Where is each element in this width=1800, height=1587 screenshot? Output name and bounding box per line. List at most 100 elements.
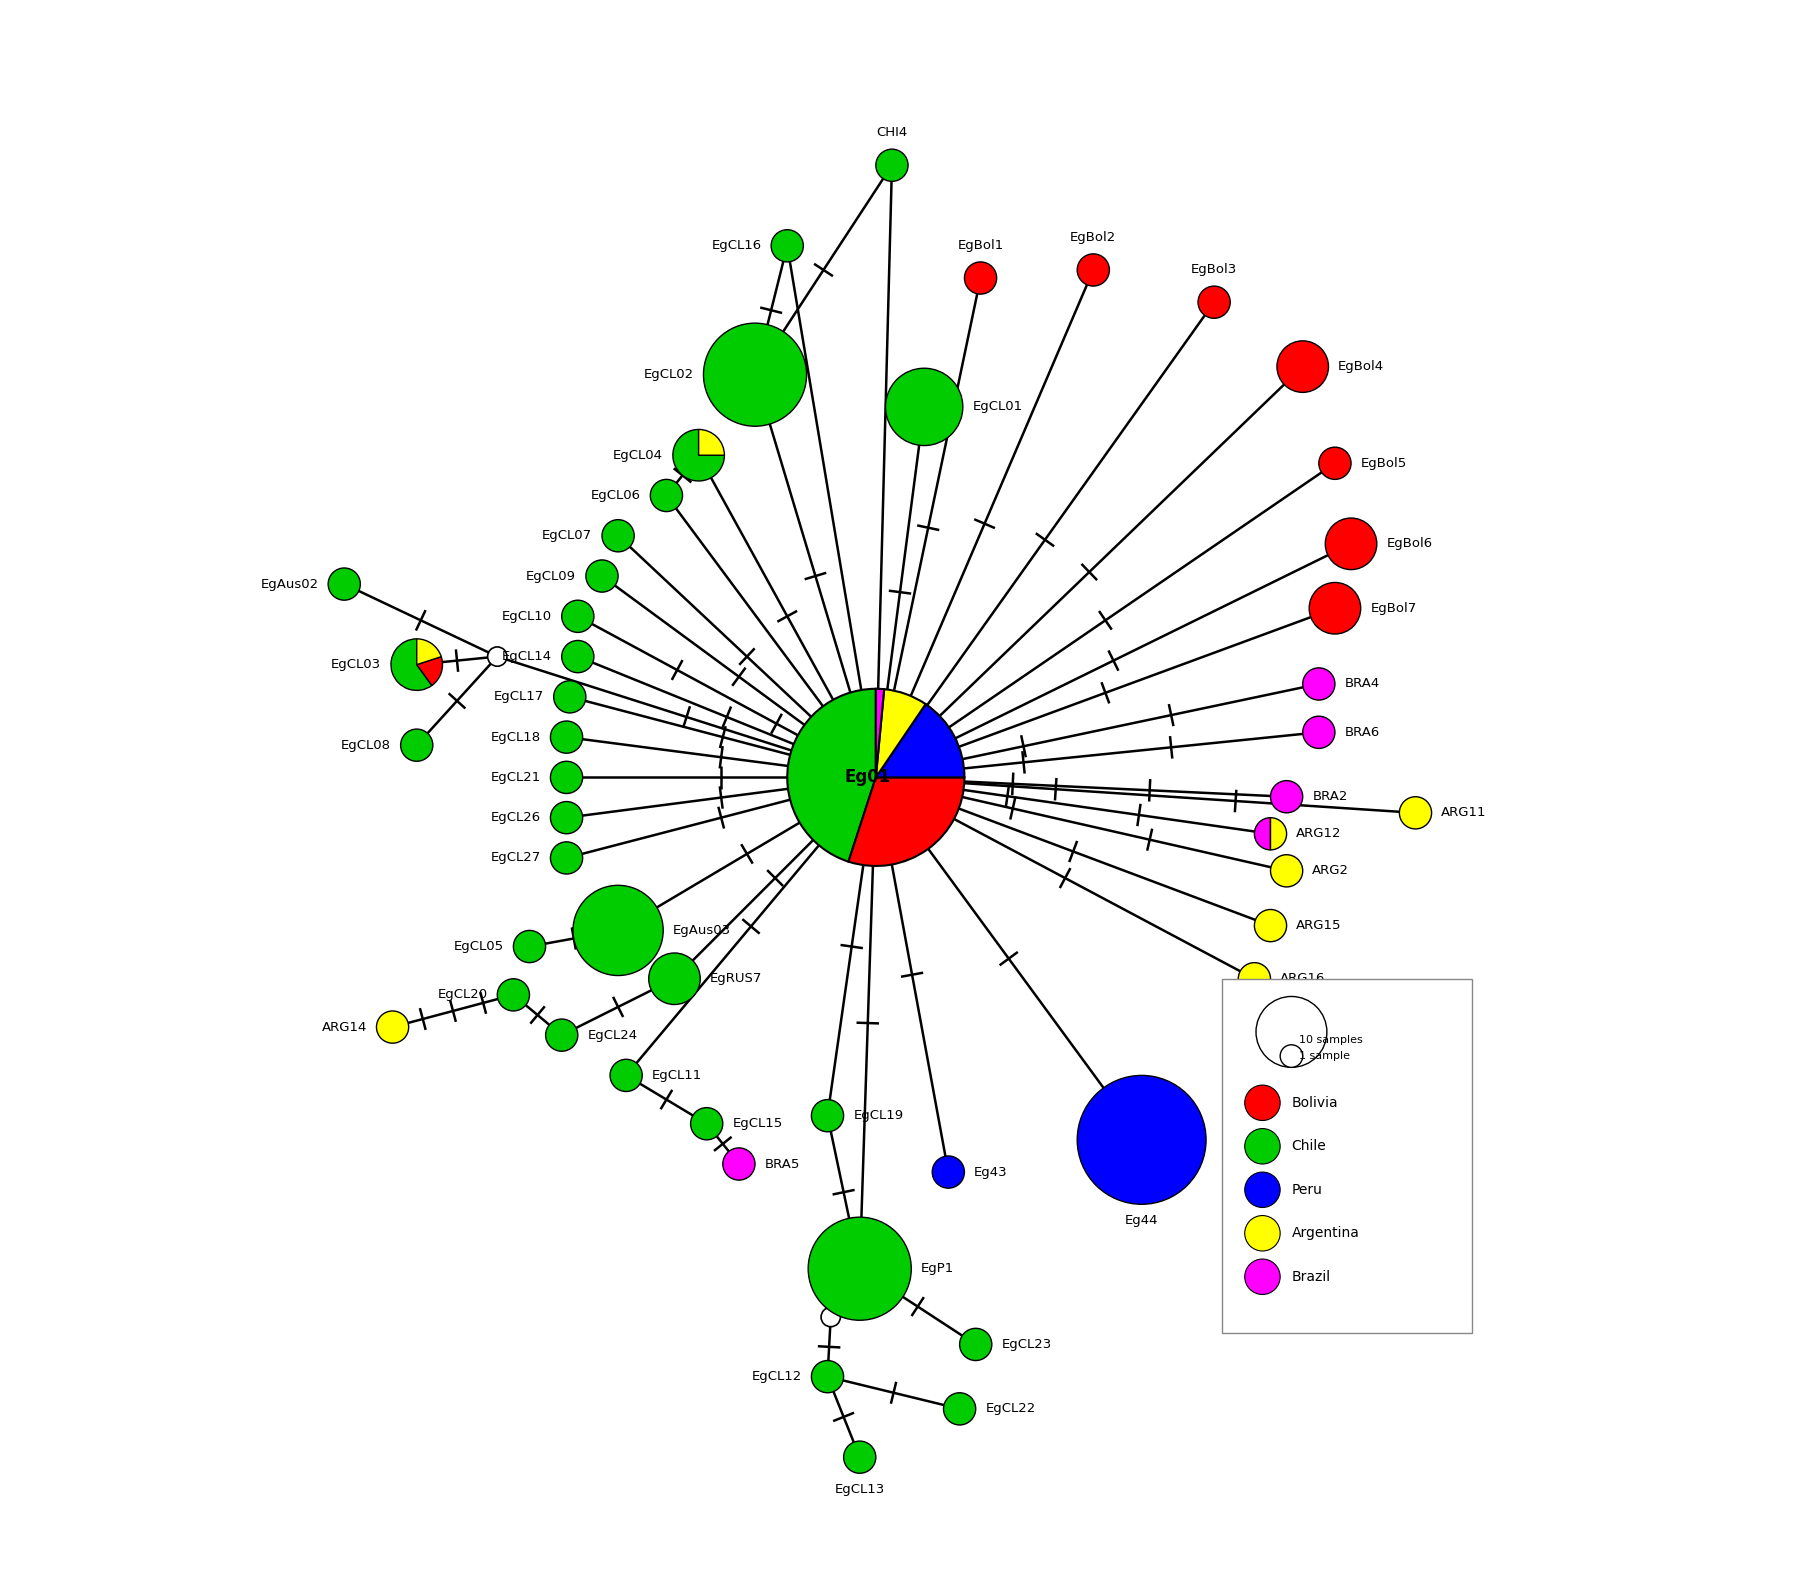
Circle shape: [1076, 1076, 1206, 1205]
Circle shape: [585, 560, 617, 592]
Circle shape: [1309, 582, 1361, 635]
Text: BRA5: BRA5: [765, 1157, 799, 1171]
Text: EgCL08: EgCL08: [340, 738, 391, 752]
Circle shape: [1256, 997, 1327, 1068]
Text: EgCL10: EgCL10: [502, 609, 553, 622]
Circle shape: [1238, 963, 1271, 995]
Text: EgBol7: EgBol7: [1370, 601, 1417, 614]
Text: EgCL02: EgCL02: [644, 368, 693, 381]
Text: EgBol6: EgBol6: [1386, 538, 1433, 551]
Circle shape: [1319, 448, 1352, 479]
Circle shape: [1303, 716, 1336, 749]
Circle shape: [562, 641, 594, 673]
Wedge shape: [418, 657, 443, 686]
Text: EgCL24: EgCL24: [587, 1028, 637, 1041]
Text: Eg44: Eg44: [1125, 1214, 1159, 1227]
Wedge shape: [391, 640, 432, 690]
Text: EgCL17: EgCL17: [493, 690, 544, 703]
Text: EgCL23: EgCL23: [1001, 1338, 1051, 1351]
Circle shape: [812, 1360, 844, 1393]
Circle shape: [1246, 1086, 1280, 1120]
Text: EgRUS7: EgRUS7: [709, 973, 761, 986]
Wedge shape: [787, 689, 877, 862]
Text: EgCL04: EgCL04: [614, 449, 662, 462]
Circle shape: [551, 801, 583, 833]
Circle shape: [551, 720, 583, 754]
Circle shape: [1325, 517, 1377, 570]
Circle shape: [808, 1217, 911, 1320]
Text: CHI4: CHI4: [877, 127, 907, 140]
Text: EgCL26: EgCL26: [491, 811, 540, 824]
Text: ARG11: ARG11: [1442, 806, 1487, 819]
Wedge shape: [698, 430, 724, 455]
Text: EgBol5: EgBol5: [1361, 457, 1408, 470]
Wedge shape: [877, 689, 884, 778]
Text: ARG16: ARG16: [1280, 973, 1325, 986]
Text: ARG2: ARG2: [1312, 865, 1350, 878]
Circle shape: [1276, 341, 1328, 392]
Text: EgAus03: EgAus03: [673, 924, 731, 936]
Text: EgBol2: EgBol2: [1071, 232, 1116, 244]
Text: EgCL18: EgCL18: [491, 730, 540, 744]
Circle shape: [610, 1059, 643, 1092]
Text: ARG15: ARG15: [1296, 919, 1341, 932]
Text: EgCL05: EgCL05: [454, 940, 504, 954]
Text: EgCL07: EgCL07: [542, 528, 592, 543]
FancyBboxPatch shape: [1222, 979, 1472, 1333]
Text: EgCL01: EgCL01: [972, 400, 1022, 413]
Circle shape: [1246, 1128, 1280, 1163]
Wedge shape: [1255, 817, 1271, 851]
Text: EgCL13: EgCL13: [835, 1482, 886, 1497]
Text: EgBol4: EgBol4: [1337, 360, 1384, 373]
Text: EgCL22: EgCL22: [985, 1403, 1035, 1416]
Circle shape: [1255, 909, 1287, 941]
Text: Eg01: Eg01: [844, 768, 891, 787]
Circle shape: [650, 479, 682, 511]
Circle shape: [1246, 1173, 1280, 1208]
Text: Argentina: Argentina: [1291, 1227, 1359, 1241]
Text: EgCL19: EgCL19: [853, 1109, 904, 1122]
Circle shape: [770, 230, 803, 262]
Wedge shape: [877, 689, 925, 778]
Circle shape: [691, 1108, 724, 1139]
Circle shape: [812, 1100, 844, 1132]
Circle shape: [401, 728, 432, 762]
Circle shape: [932, 1155, 965, 1189]
Circle shape: [554, 681, 585, 713]
Text: 1 sample: 1 sample: [1300, 1051, 1350, 1062]
Text: Eg43: Eg43: [974, 1165, 1008, 1179]
Circle shape: [704, 324, 806, 427]
Circle shape: [562, 600, 594, 632]
Circle shape: [1303, 668, 1336, 700]
Circle shape: [1246, 1258, 1280, 1295]
Text: EgCL21: EgCL21: [491, 771, 540, 784]
Wedge shape: [418, 640, 441, 665]
Text: Bolivia: Bolivia: [1291, 1095, 1337, 1109]
Text: EgCL15: EgCL15: [733, 1117, 783, 1130]
Circle shape: [497, 979, 529, 1011]
Circle shape: [572, 886, 662, 976]
Text: ARG12: ARG12: [1296, 827, 1341, 840]
Circle shape: [488, 647, 508, 667]
Text: EgCL27: EgCL27: [491, 852, 540, 865]
Text: BRA4: BRA4: [1345, 678, 1381, 690]
Text: EgCL11: EgCL11: [652, 1070, 702, 1082]
Text: Chile: Chile: [1291, 1139, 1327, 1154]
Circle shape: [965, 262, 997, 294]
Text: EgAus02: EgAus02: [261, 578, 319, 590]
Circle shape: [821, 1308, 841, 1327]
Text: EgCL06: EgCL06: [590, 489, 641, 501]
Text: EgCL12: EgCL12: [751, 1370, 801, 1384]
Text: BRA2: BRA2: [1312, 790, 1348, 803]
Text: EgCL16: EgCL16: [711, 240, 761, 252]
Circle shape: [877, 149, 907, 181]
Circle shape: [1076, 254, 1109, 286]
Circle shape: [648, 952, 700, 1005]
Text: Peru: Peru: [1291, 1182, 1323, 1197]
Text: EgCL20: EgCL20: [437, 989, 488, 1001]
Text: EgCL03: EgCL03: [331, 659, 382, 671]
Circle shape: [1399, 797, 1431, 828]
Text: EgCL09: EgCL09: [526, 570, 576, 582]
Circle shape: [724, 1147, 754, 1181]
Circle shape: [1199, 286, 1229, 319]
